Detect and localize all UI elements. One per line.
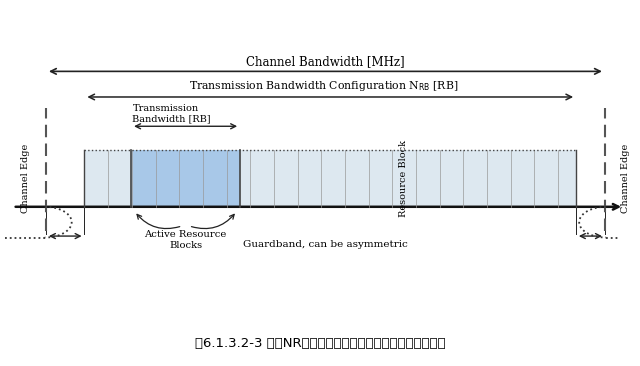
- Bar: [84, 150, 576, 207]
- Text: Transmission
Bandwidth [RB]: Transmission Bandwidth [RB]: [132, 104, 211, 123]
- Text: Resource Block: Resource Block: [399, 140, 408, 217]
- Text: 图6.1.3.2-3 一个NR信道的信道带宽和传输带宽配置的定义。: 图6.1.3.2-3 一个NR信道的信道带宽和传输带宽配置的定义。: [195, 337, 445, 350]
- Text: Active Resource
Blocks: Active Resource Blocks: [145, 230, 227, 250]
- Bar: [131, 150, 240, 207]
- Text: Transmission Bandwidth Configuration N$_\mathrm{RB}$ [RB]: Transmission Bandwidth Configuration N$_…: [189, 79, 458, 93]
- Text: Channel Edge: Channel Edge: [21, 144, 30, 213]
- Text: Guardband, can be asymmetric: Guardband, can be asymmetric: [243, 240, 408, 250]
- Text: Channel Edge: Channel Edge: [621, 144, 630, 213]
- Text: Channel Bandwidth [MHz]: Channel Bandwidth [MHz]: [246, 55, 404, 68]
